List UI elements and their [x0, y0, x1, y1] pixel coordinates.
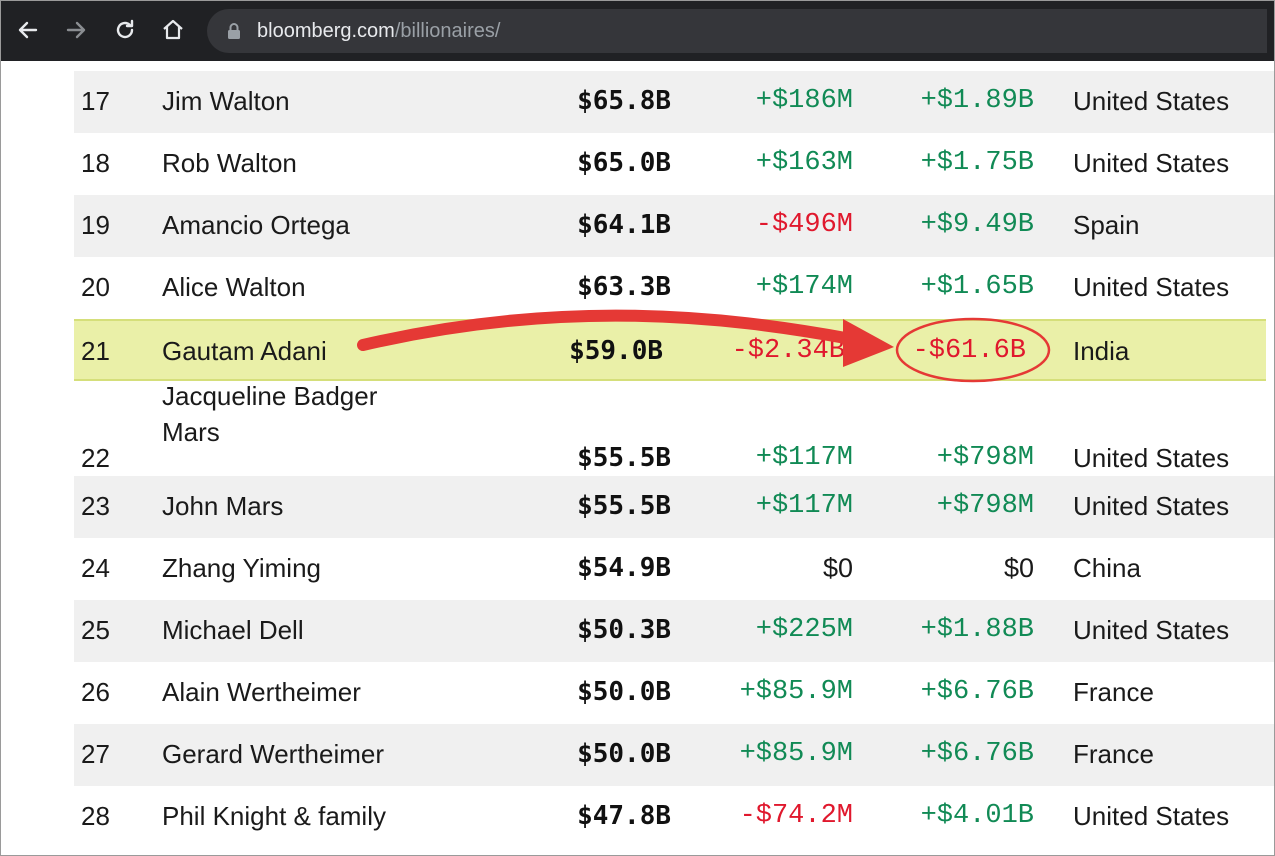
table-row[interactable]: 18 Rob Walton $65.0B +$163M +$1.75B United St… — [74, 133, 1274, 195]
net-worth-cell: $50.0B — [577, 739, 671, 769]
ytd-change-cell: +$1.65B — [920, 272, 1034, 302]
table-row[interactable]: 22 Jacqueline Badger Mars $55.5B +$117M +$798… — [74, 381, 1274, 476]
last-change-cell: -$2.34B — [731, 336, 845, 366]
ytd-change-cell: +$1.75B — [920, 148, 1034, 178]
rank-cell: 25 — [81, 615, 110, 645]
url-text[interactable]: bloomberg.com/billionaires/ — [257, 19, 500, 43]
name-cell: Jim Walton — [162, 86, 290, 116]
last-change-cell: +$85.9M — [739, 739, 853, 769]
table-row[interactable]: 23 John Mars $55.5B +$117M +$798M United Stat… — [74, 476, 1274, 538]
country-cell: United States — [1073, 491, 1230, 521]
table-row[interactable]: 27 Gerard Wertheimer $50.0B +$85.9M +$6.76B F… — [74, 724, 1274, 786]
ytd-change-cell: +$6.76B — [920, 677, 1034, 707]
name-cell: Phil Knight & family — [162, 801, 386, 831]
name-cell: John Mars — [162, 491, 284, 521]
net-worth-cell: $55.5B — [577, 491, 671, 521]
url-domain: bloomberg.com — [257, 20, 395, 42]
rank-cell: 23 — [81, 491, 110, 521]
country-cell: United States — [1073, 801, 1230, 831]
net-worth-cell: $55.5B — [577, 443, 671, 473]
net-worth-cell: $47.8B — [577, 801, 671, 831]
rank-cell: 20 — [81, 272, 110, 302]
name-cell: Jacqueline Badger — [162, 381, 378, 411]
ytd-change-cell: +$4.01B — [920, 801, 1034, 831]
country-cell: United States — [1073, 148, 1230, 178]
rank-cell: 18 — [81, 148, 110, 178]
country-cell: Spain — [1073, 210, 1140, 240]
ytd-change-cell: +$1.88B — [920, 615, 1034, 645]
rank-cell: 21 — [81, 336, 110, 366]
table-row[interactable]: 19 Amancio Ortega $64.1B -$496M +$9.49B Spain — [74, 195, 1274, 257]
net-worth-cell: $50.0B — [577, 677, 671, 707]
country-cell: France — [1073, 739, 1154, 769]
last-change-cell: $0 — [822, 553, 853, 583]
table-row[interactable]: 21 Gautam Adani $59.0B -$2.34B -$61.6B India — [74, 319, 1266, 381]
last-change-cell: +$85.9M — [739, 677, 853, 707]
table-row[interactable]: 28 Phil Knight & family $47.8B -$74.2M +$4.0… — [74, 786, 1274, 848]
table-row[interactable]: 26 Alain Wertheimer $50.0B +$85.9M +$6.76B Fr… — [74, 662, 1274, 724]
ytd-change-cell: +$9.49B — [920, 210, 1034, 240]
net-worth-cell: $65.0B — [577, 148, 671, 178]
ytd-change-cell: +$798M — [936, 443, 1034, 473]
back-arrow-icon[interactable] — [11, 13, 45, 47]
country-cell: United States — [1073, 615, 1230, 645]
net-worth-cell: $63.3B — [577, 272, 671, 302]
country-cell: United States — [1073, 86, 1230, 116]
name-cell: Amancio Ortega — [162, 210, 350, 240]
url-path: /billionaires/ — [394, 20, 501, 42]
ytd-change-cell: +$798M — [936, 491, 1034, 521]
ytd-change-cell: -$61.6B — [912, 336, 1026, 366]
net-worth-cell: $64.1B — [577, 210, 671, 240]
name-cell: Zhang Yiming — [162, 553, 321, 583]
net-worth-cell: $59.0B — [569, 336, 663, 366]
rank-cell: 24 — [81, 553, 110, 583]
ytd-change-cell: +$1.89B — [920, 86, 1034, 116]
last-change-cell: -$74.2M — [739, 801, 853, 831]
last-change-cell: +$186M — [755, 86, 853, 116]
rank-cell: 27 — [81, 739, 110, 769]
forward-arrow-icon[interactable] — [59, 13, 93, 47]
net-worth-cell: $54.9B — [577, 553, 671, 583]
last-change-cell: -$496M — [755, 210, 853, 240]
ytd-change-cell: +$6.76B — [920, 739, 1034, 769]
table-row[interactable]: 24 Zhang Yiming $54.9B $0 $0 China — [74, 538, 1274, 600]
last-change-cell: +$117M — [755, 491, 853, 521]
country-cell: United States — [1073, 443, 1230, 473]
last-change-cell: +$163M — [755, 148, 853, 178]
rank-cell: 17 — [81, 86, 110, 116]
last-change-cell: +$117M — [755, 443, 853, 473]
address-bar[interactable]: bloomberg.com/billionaires/ — [207, 9, 1267, 53]
name-cell: Alice Walton — [162, 272, 306, 302]
country-cell: France — [1073, 677, 1154, 707]
name-cell: Michael Dell — [162, 615, 304, 645]
name-cell: Rob Walton — [162, 148, 297, 178]
table-row[interactable]: 25 Michael Dell $50.3B +$225M +$1.88B United … — [74, 600, 1274, 662]
table-row[interactable]: 20 Alice Walton $63.3B +$174M +$1.65B United … — [74, 257, 1274, 319]
home-icon[interactable] — [156, 13, 190, 47]
country-cell: China — [1073, 553, 1141, 583]
rank-cell: 26 — [81, 677, 110, 707]
name-cell-line2: Mars — [162, 417, 220, 447]
country-cell: United States — [1073, 272, 1230, 302]
rank-cell: 22 — [81, 443, 110, 473]
net-worth-cell: $65.8B — [577, 86, 671, 116]
browser-toolbar: bloomberg.com/billionaires/ — [1, 1, 1274, 61]
table-row[interactable]: 17 Jim Walton $65.8B +$186M +$1.89B United St… — [74, 71, 1274, 133]
last-change-cell: +$225M — [755, 615, 853, 645]
last-change-cell: +$174M — [755, 272, 853, 302]
rank-cell: 28 — [81, 801, 110, 831]
ytd-change-cell: $0 — [1003, 553, 1034, 583]
name-cell: Gerard Wertheimer — [162, 739, 385, 769]
name-cell: Gautam Adani — [162, 336, 327, 366]
country-cell: India — [1073, 336, 1130, 366]
rank-cell: 19 — [81, 210, 110, 240]
net-worth-cell: $50.3B — [577, 615, 671, 645]
name-cell: Alain Wertheimer — [162, 677, 361, 707]
reload-icon[interactable] — [108, 13, 142, 47]
lock-icon — [227, 22, 241, 45]
